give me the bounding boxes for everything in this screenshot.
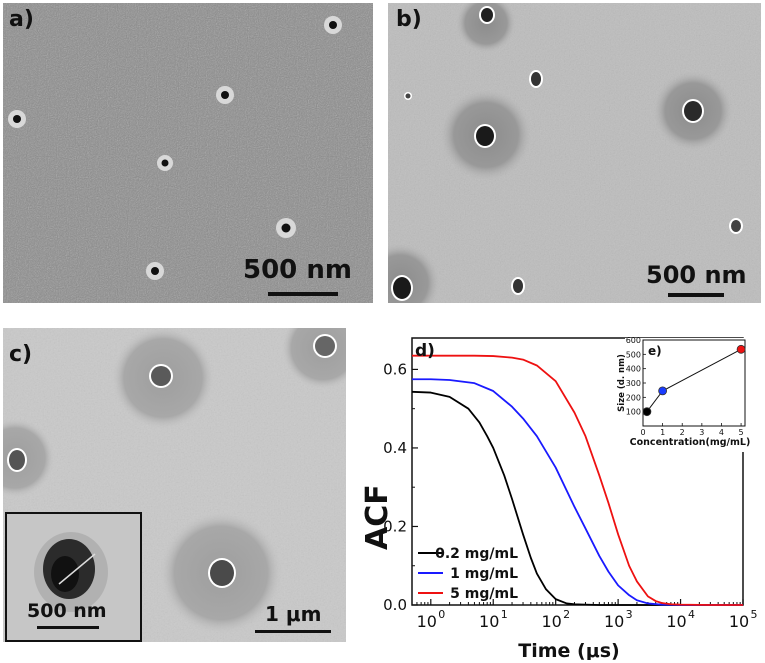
inset-x-axis-label: Concentration(mg/mL): [630, 437, 751, 448]
x-tick-label: 10: [666, 612, 686, 631]
x-tick-label: 10: [729, 612, 749, 631]
panel-c-inset: 500 nm: [5, 512, 142, 642]
panel-a-texture: [3, 3, 373, 303]
inset-y-tick-label: 100: [626, 408, 641, 417]
y-axis-label: ACF: [360, 484, 395, 550]
panel-b-scale-label: 500 nm: [646, 261, 747, 289]
inset-scale-label: 500 nm: [27, 600, 107, 622]
series-line-2: [412, 354, 743, 606]
particles: [3, 328, 346, 635]
x-tick-exponent: 1: [501, 608, 508, 621]
chart-legend: 0.2 mg/mL 1 mg/mL 5 mg/mL: [418, 546, 518, 602]
panel-d-label: d): [415, 341, 435, 361]
particles: [388, 3, 743, 303]
inset-y-tick-label: 600: [626, 336, 641, 345]
panel-c-micrograph: c) 500 nm 1 μm: [3, 328, 346, 642]
inset-background: [625, 338, 753, 452]
panel-b-texture: [388, 3, 761, 303]
panel-a-label: a): [9, 7, 34, 32]
inset-x-tick-label: 0: [640, 428, 645, 437]
panel-e-label: e): [648, 344, 662, 358]
particles: [8, 16, 342, 280]
inset-y-tick-label: 400: [626, 365, 641, 374]
panel-a-micrograph: a) 500 nm: [3, 3, 373, 303]
acf-chart: 10 0 10 1 10 2 10 3 10 4 10 50.00.20.40.6 0.2 mg/mL…: [360, 336, 758, 660]
chart-series: [411, 354, 743, 606]
x-tick-exponent: 0: [438, 608, 445, 621]
x-tick-label: 10: [541, 612, 561, 631]
inset-y-tick-label: 200: [626, 393, 641, 402]
panel-c-scale-bar: [255, 630, 331, 633]
series-line-1: [412, 378, 743, 606]
panel-b-micrograph: b) 500 nm: [388, 3, 761, 303]
inset-y-tick-label: 300: [626, 379, 641, 388]
inset-x-tick-label: 4: [719, 428, 724, 437]
x-tick-exponent: 4: [688, 608, 695, 621]
inset-point: [658, 386, 668, 396]
x-tick-exponent: 5: [751, 608, 758, 621]
inset-x-tick-label: 1: [660, 428, 665, 437]
x-tick-label: 10: [479, 612, 499, 631]
panel-c-scale-label: 1 μm: [265, 602, 322, 626]
y-tick-label: 0.2: [383, 517, 407, 535]
x-tick-exponent: 3: [626, 608, 633, 621]
panel-c-label: c): [9, 342, 33, 367]
x-tick-exponent: 2: [563, 608, 570, 621]
y-tick-label: 0.0: [383, 596, 407, 614]
inset-point: [736, 344, 746, 354]
inset-x-tick-label: 5: [739, 428, 744, 437]
series-line-0: [411, 390, 743, 606]
legend-label-0: 0.2 mg/mL: [435, 546, 518, 562]
inset-y-axis-label: Size (d. nm): [617, 354, 627, 412]
inset-x-tick-label: 2: [680, 428, 685, 437]
legend-label-1: 1 mg/mL: [450, 566, 518, 582]
x-tick-label: 10: [604, 612, 624, 631]
panel-a-scale-bar: [268, 292, 338, 296]
y-tick-label: 0.4: [383, 439, 407, 457]
panel-a-scale-label: 500 nm: [243, 255, 352, 285]
inset-x-tick-label: 3: [699, 428, 704, 437]
size-inset-chart: e) 0 1 2 3 4 5 100 200 300 400 500 600 Concentration(…: [617, 336, 753, 452]
inset-y-tick-label: 500: [626, 350, 641, 359]
panel-b-label: b): [396, 7, 422, 32]
legend-label-2: 5 mg/mL: [450, 586, 518, 602]
inset-particle: [7, 514, 140, 640]
inset-scale-bar: [37, 626, 99, 629]
panel-b-scale-bar: [668, 293, 724, 297]
y-tick-label: 0.6: [383, 360, 407, 378]
x-axis-label: Time (μs): [518, 640, 619, 660]
x-tick-label: 10: [417, 612, 437, 631]
inset-point: [642, 407, 652, 417]
